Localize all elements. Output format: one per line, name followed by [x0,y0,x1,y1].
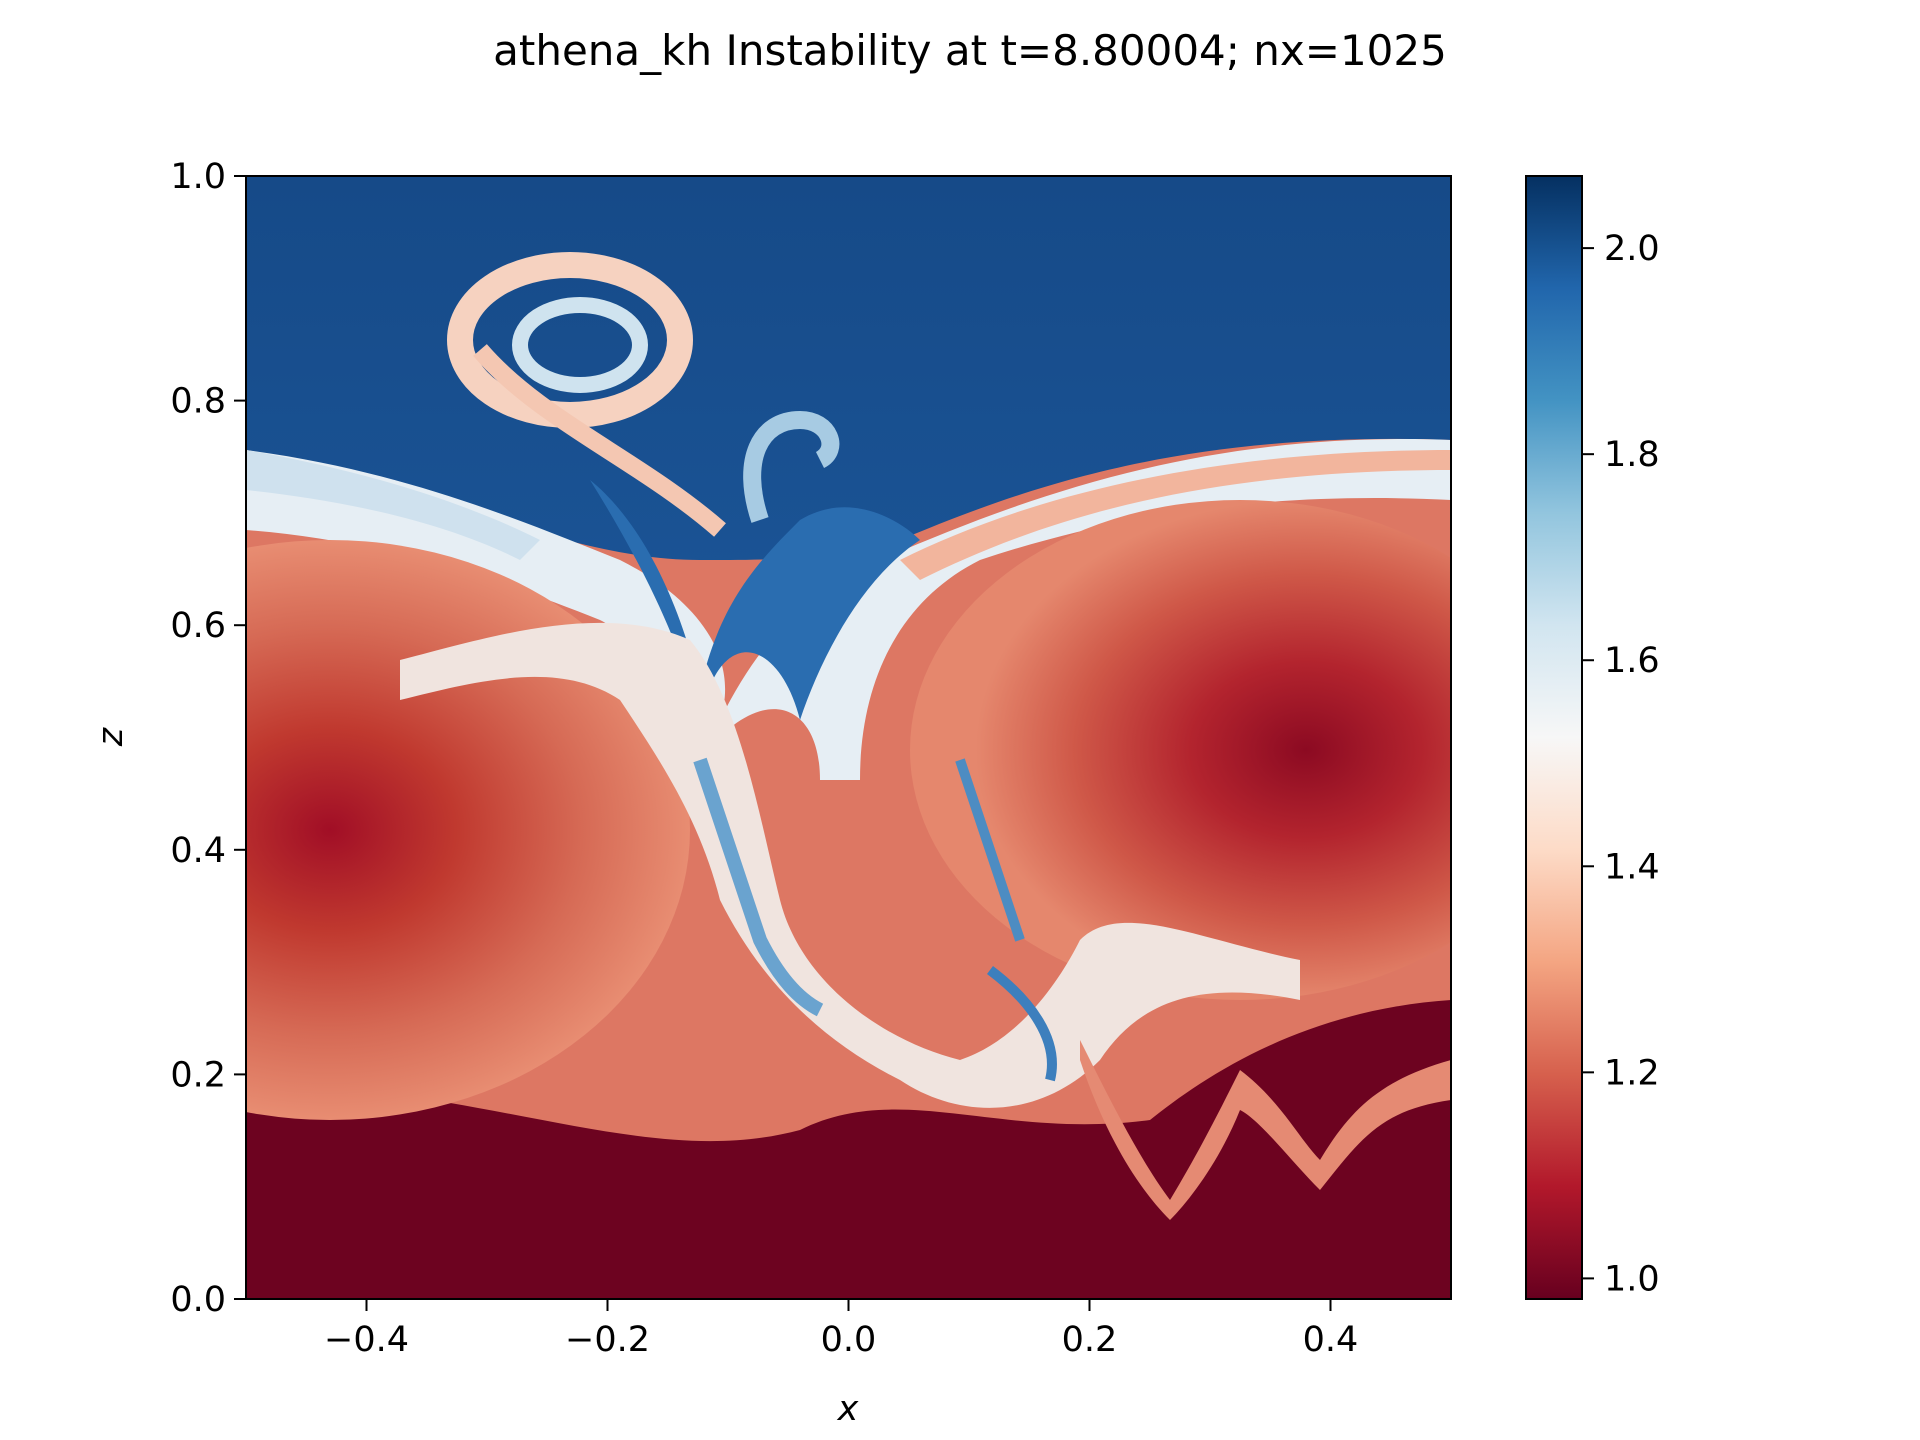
y-tick-label: 0.4 [170,831,226,871]
left-upper-band [246,450,540,560]
bottom-fingers [1080,1040,1451,1220]
x-axis-label: x [837,1389,859,1429]
right-upper-band [900,450,1451,580]
blue-filament-2 [955,758,1025,942]
y-axis-label: z [91,727,131,747]
y-tick-label: 0.2 [170,1055,226,1095]
right-vortex [910,500,1451,1000]
colorbar-tick-label: 1.2 [1604,1053,1660,1093]
blue-filament-3 [986,966,1057,1082]
blue-tongue [590,480,920,720]
y-tick-label: 0.8 [170,382,226,422]
blue-filament-1 [693,757,824,1017]
chart-title: athena_kh Instability at t=8.80004; nx=1… [493,26,1447,75]
x-tick-label: −0.4 [324,1320,409,1360]
upper-spiral [447,252,726,537]
small-curl [743,410,840,523]
left-vortex [246,540,690,1120]
y-tick-label: 0.0 [170,1280,226,1320]
y-tick-label: 1.0 [170,157,226,197]
x-tick-label: 0.2 [1062,1320,1118,1360]
x-tick-label: −0.2 [565,1320,650,1360]
colorbar [1525,175,1583,1300]
colorbar-tick-label: 1.8 [1604,435,1660,475]
mixing-column [400,622,1300,1108]
x-tick-label: 0.0 [821,1320,877,1360]
y-axis-ticks: 0.0 0.2 0.4 0.6 0.8 1.0 [170,157,246,1320]
heatmap-field [246,176,1451,1299]
x-axis-ticks: −0.4 −0.2 0.0 0.2 0.4 [324,1299,1358,1360]
colorbar-tick-label: 1.6 [1604,641,1660,681]
y-tick-label: 0.6 [170,606,226,646]
colorbar-tick-label: 1.0 [1604,1259,1660,1299]
x-tick-label: 0.4 [1303,1320,1359,1360]
colorbar-ticks: 1.0 1.2 1.4 1.6 1.8 2.0 [1582,229,1660,1299]
colorbar-tick-label: 2.0 [1604,229,1660,269]
colorbar-tick-label: 1.4 [1604,847,1660,887]
